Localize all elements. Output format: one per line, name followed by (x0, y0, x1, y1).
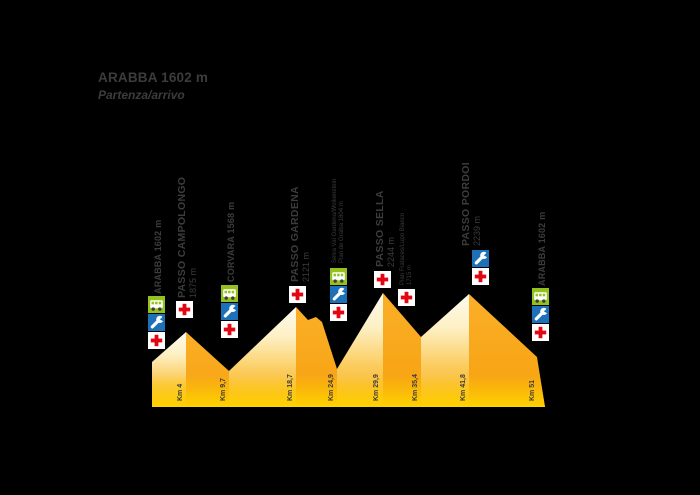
landmark-label-line: PASSO PORDOI (460, 162, 472, 246)
wrench-icon (472, 250, 489, 267)
landmark-label-line: Pian Frataces/Lupo Bianco (400, 212, 406, 285)
services-icons-arabba-end (532, 288, 549, 341)
medical-cross-icon (472, 268, 489, 285)
services-icons-gralba (330, 268, 347, 321)
medical-cross-icon (374, 271, 391, 288)
bus-icon (221, 285, 238, 302)
profile-base-glow (152, 375, 545, 407)
landmark-label-campolongo: PASSO CAMPOLONGO 1875 m (176, 176, 199, 298)
medical-cross-icon (221, 321, 238, 338)
medical-cross-icon (176, 301, 193, 318)
km-marker: Km 35,4 (412, 374, 419, 401)
services-icons-sella (374, 271, 391, 288)
bus-icon (330, 268, 347, 285)
landmark-label-line: 2121 m (301, 251, 311, 282)
landmark-label-corvara: CORVARA 1568 m (226, 202, 236, 282)
services-icons-corvara (221, 285, 238, 338)
wrench-icon (221, 303, 238, 320)
landmark-label-arabba-start: ARABBA 1602 m (153, 220, 163, 294)
services-icons-gardena (289, 286, 306, 303)
landmark-label-line: PASSO CAMPOLONGO (176, 176, 188, 298)
km-marker: Km 4 (177, 383, 184, 401)
bus-icon (148, 296, 165, 313)
services-icons-campolongo (176, 301, 193, 318)
landmark-label-arabba-end: ARABBA 1602 m (537, 212, 547, 286)
landmark-label-line: 1875 m (188, 267, 198, 298)
landmark-label-gralba: Selva Val Gardena/Wolkenstein Plan de Gra… (332, 179, 346, 263)
landmark-label-lupo-bianco: Pian Frataces/Lupo Bianco 1715 m (400, 213, 414, 285)
wrench-icon (148, 314, 165, 331)
landmark-label-line: PASSO GARDENA (289, 186, 301, 282)
bus-icon (532, 288, 549, 305)
landmark-label-line: 2244 m (386, 236, 396, 267)
landmark-label-line: ARABBA 1602 m (153, 219, 163, 294)
landmark-label-line: Plan de Gralba 1804 m (339, 201, 345, 263)
landmark-label-line: CORVARA 1568 m (226, 201, 236, 282)
wrench-icon (330, 286, 347, 303)
services-icons-arabba-start (148, 296, 165, 349)
landmark-label-line: ARABBA 1602 m (537, 211, 547, 286)
services-icons-lupo-bianco (398, 289, 415, 306)
page-subtitle: Partenza/arrivo (98, 87, 185, 102)
landmark-label-gardena: PASSO GARDENA 2121 m (289, 186, 312, 282)
page-title: ARABBA 1602 m (98, 70, 209, 85)
km-marker: Km 18,7 (287, 374, 294, 401)
landmark-label-line: PASSO SELLA (374, 190, 386, 267)
medical-cross-icon (532, 324, 549, 341)
title-block: ARABBA 1602 m Partenza/arrivo (98, 70, 208, 102)
km-marker: Km 41,8 (460, 374, 467, 401)
landmark-label-line: 2239 m (472, 215, 482, 246)
landmark-label-sella: PASSO SELLA 2244 m (374, 190, 397, 267)
medical-cross-icon (398, 289, 415, 306)
landmark-label-line: Selva Val Gardena/Wolkenstein (332, 178, 338, 263)
medical-cross-icon (330, 304, 347, 321)
km-marker: Km 51 (529, 379, 536, 401)
services-icons-pordoi (472, 250, 489, 285)
km-marker: Km 29,9 (373, 374, 380, 401)
km-marker: Km 24,9 (328, 374, 335, 401)
km-marker: Km 9,7 (220, 378, 227, 401)
medical-cross-icon (148, 332, 165, 349)
wrench-icon (532, 306, 549, 323)
medical-cross-icon (289, 286, 306, 303)
landmark-label-line: 1715 m (407, 264, 413, 285)
landmark-label-pordoi: PASSO PORDOI 2239 m (460, 162, 483, 246)
